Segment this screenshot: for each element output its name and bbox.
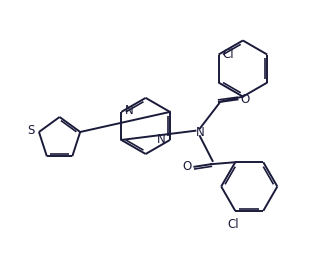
Text: S: S <box>27 124 34 137</box>
Text: O: O <box>241 93 250 106</box>
Text: Cl: Cl <box>222 48 234 61</box>
Text: N: N <box>125 104 134 117</box>
Text: Cl: Cl <box>228 218 239 231</box>
Text: N: N <box>196 126 204 139</box>
Text: O: O <box>182 160 191 173</box>
Text: N: N <box>157 133 166 146</box>
